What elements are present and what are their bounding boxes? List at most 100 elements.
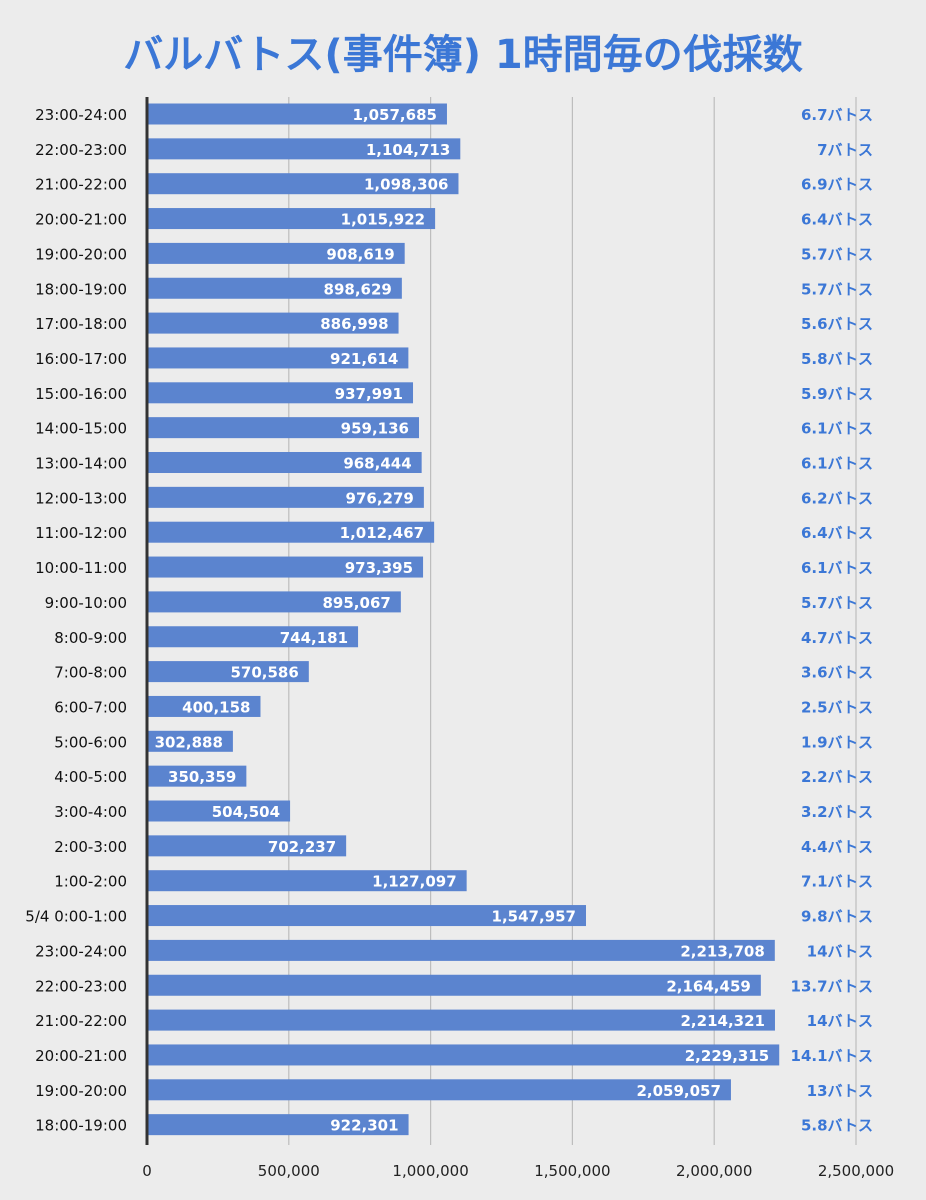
x-tick-label: 1,000,000 [392,1162,468,1180]
bar [147,730,233,752]
x-tick-label: 500,000 [258,1162,320,1180]
bar [147,939,775,961]
bar-value-label: 2,213,708 [680,942,764,960]
category-label: 2:00-3:00 [54,838,127,856]
category-label: 12:00-13:00 [35,489,127,507]
bar-annotation: 5.9バトス [801,385,873,403]
bar-value-label: 1,057,685 [352,106,436,124]
bar-value-label: 744,181 [280,629,348,647]
category-label: 5:00-6:00 [54,733,127,751]
category-label: 7:00-8:00 [54,664,127,682]
bar-annotation: 5.7バトス [801,594,873,612]
bar-annotation: 6.4バトス [801,211,873,229]
bar-annotation: 2.2バトス [801,768,873,786]
x-axis-ticks: 0 500,000 1,000,000 1,500,000 2,000,000 2,500… [142,1162,894,1180]
bar [147,974,761,996]
bar [147,173,459,195]
bar-value-label: 895,067 [323,594,391,612]
category-label: 18:00-19:00 [35,280,127,298]
category-label: 18:00-19:00 [35,1117,127,1135]
bar-annotation: 14.1バトス [791,1047,873,1065]
bar-annotation: 3.2バトス [801,803,873,821]
bar-annotation: 5.6バトス [801,315,873,333]
bar-value-label: 886,998 [320,315,388,333]
bar-value-label: 702,237 [268,838,336,856]
bar-value-label: 908,619 [326,245,394,263]
category-label: 23:00-24:00 [35,942,127,960]
x-tick-label: 1,500,000 [534,1162,610,1180]
gridlines [288,97,857,1145]
bar-annotation: 9.8バトス [801,908,873,926]
bar-value-label: 898,629 [324,280,392,298]
category-label: 5/4 0:00-1:00 [25,908,127,926]
category-label: 20:00-21:00 [35,211,127,229]
bar-value-label: 1,098,306 [364,176,448,194]
bar-value-label: 2,059,057 [636,1082,720,1100]
bar-value-label: 922,301 [330,1117,398,1135]
category-label: 16:00-17:00 [35,350,127,368]
bar-annotation: 4.4バトス [801,838,873,856]
category-label: 22:00-23:00 [35,977,127,995]
bar-annotation: 6.1バトス [801,420,873,438]
bar-value-label: 1,015,922 [341,211,425,229]
bar-annotation: 7.1バトス [801,873,873,891]
category-label: 6:00-7:00 [54,698,127,716]
bar-value-label: 976,279 [346,489,414,507]
bar-annotation: 14バトス [807,1012,873,1030]
category-label: 1:00-2:00 [54,873,127,891]
bar-annotation: 5.8バトス [801,350,873,368]
x-tick-label: 2,000,000 [676,1162,752,1180]
bar-value-label: 2,214,321 [681,1012,765,1030]
bar-annotation: 2.5バトス [801,698,873,716]
bar-value-label: 400,158 [182,698,250,716]
bar [147,242,405,264]
bar [147,452,422,473]
bar-annotation: 14バトス [807,942,873,960]
bar [147,103,447,125]
bar-annotation: 6.4バトス [801,524,873,542]
bar [147,626,359,648]
category-label: 11:00-12:00 [35,524,127,542]
bar-annotation: 6.2バトス [801,489,873,507]
bar [147,870,467,892]
bar-value-label: 350,359 [168,768,236,786]
bar [147,208,436,230]
category-label: 22:00-23:00 [35,141,127,159]
bar [147,382,414,404]
bar-value-label: 2,229,315 [685,1047,769,1065]
bar [147,905,587,927]
category-label: 15:00-16:00 [35,385,127,403]
category-label: 23:00-24:00 [35,106,127,124]
bar-value-label: 302,888 [155,733,223,751]
bar-annotation: 6.7バトス [801,106,873,124]
bar-annotation: 5.7バトス [801,280,873,298]
category-label: 19:00-20:00 [35,1082,127,1100]
bar [147,591,401,613]
x-tick-label: 2,500,000 [818,1162,894,1180]
bar-value-label: 1,127,097 [372,873,456,891]
bar-value-label: 921,614 [330,350,398,368]
bar-value-label: 959,136 [341,420,409,438]
category-label: 13:00-14:00 [35,455,127,473]
bar-annotation: 7バトス [817,141,873,159]
annotations: 6.7バトス 7バトス 6.9バトス 6.4バトス 5.7バトス 5.7バトス 5.6バトス… [791,106,873,1135]
category-label: 4:00-5:00 [54,768,127,786]
bar-annotation: 6.1バトス [801,559,873,577]
category-label: 20:00-21:00 [35,1047,127,1065]
bar [147,765,247,787]
bar-annotation: 3.6バトス [801,664,873,682]
bar-value-label: 1,104,713 [366,141,450,159]
category-label: 8:00-9:00 [54,629,127,647]
bar-value-label: 968,444 [343,455,411,473]
bar [147,835,347,857]
bar [147,312,399,334]
bar-annotation: 4.7バトス [801,629,873,647]
bar-value-label: 570,586 [230,664,298,682]
bar [147,1044,780,1066]
bar-annotation: 6.9バトス [801,176,873,194]
bar [147,661,309,683]
bars: 1,057,685 1,104,713 1,098,306 1,015,922 908,… [147,103,780,1136]
category-label: 21:00-22:00 [35,176,127,194]
